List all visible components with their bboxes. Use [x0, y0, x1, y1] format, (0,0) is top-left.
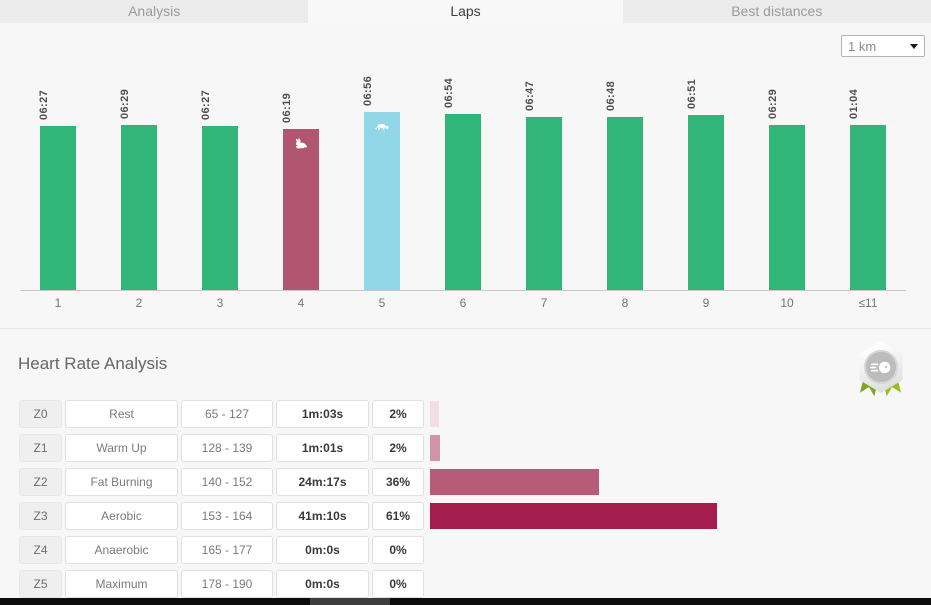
hr-zone-time: 0m:0s — [276, 570, 369, 598]
lap-time-label: 06:48 — [605, 80, 617, 111]
rabbit-icon-wrap — [293, 137, 308, 155]
lap-bar[interactable] — [40, 126, 76, 290]
hr-zone-bar — [430, 435, 440, 461]
lap-number-label: 6 — [459, 296, 467, 310]
hr-zone-name: Anaerobic — [65, 536, 178, 564]
lap-number-label: 8 — [621, 296, 629, 310]
lap-number-label: 7 — [540, 296, 548, 310]
lap-bar[interactable] — [850, 125, 886, 290]
hr-zone-range: 128 - 139 — [181, 434, 273, 462]
x-axis-line — [20, 290, 906, 291]
hr-zone-time: 0m:0s — [276, 536, 369, 564]
hr-zone-id: Z0 — [19, 400, 62, 428]
heart-rate-analysis-title: Heart Rate Analysis — [18, 354, 168, 373]
lap-bar[interactable] — [445, 114, 481, 290]
lap-time-label: 06:27 — [200, 89, 212, 120]
medal-circle-icon — [864, 350, 898, 384]
hr-zone-percent: 2% — [372, 434, 424, 462]
hr-zone-id: Z5 — [19, 570, 62, 598]
hr-zone-name: Aerobic — [65, 502, 178, 530]
lap-pace-chart: 06:27 1 06:29 2 06:27 3 06:19 4 06:56 5 06:54 6 06:4… — [20, 75, 906, 310]
lap-time-label: 06:47 — [524, 80, 536, 111]
lap-time-label: 06:29 — [767, 88, 779, 119]
turtle-icon — [374, 123, 389, 130]
turtle-icon-wrap — [374, 118, 389, 136]
hr-zone-id: Z2 — [19, 468, 62, 496]
hr-zone-row: Z1 Warm Up 128 - 139 1m:01s 2% — [0, 434, 931, 462]
tab-laps[interactable]: Laps — [311, 0, 620, 23]
hr-zone-name: Fat Burning — [65, 468, 178, 496]
bottom-scrollbar[interactable] — [0, 598, 931, 605]
tab-analysis[interactable]: Analysis — [0, 0, 309, 23]
hr-zone-time: 1m:01s — [276, 434, 369, 462]
distance-select-value: 1 km — [848, 38, 877, 54]
speed-medal-icon — [855, 341, 907, 399]
lap-number-label: 2 — [135, 296, 143, 310]
tab-bar: Analysis Laps Best distances — [0, 0, 931, 23]
lap-bar[interactable] — [283, 129, 319, 290]
section-divider — [0, 328, 931, 329]
lap-bar[interactable] — [364, 112, 400, 290]
lap-bar[interactable] — [121, 125, 157, 290]
lap-bar[interactable] — [202, 126, 238, 290]
hr-zone-time: 1m:03s — [276, 400, 369, 428]
rabbit-icon — [295, 138, 307, 149]
lap-bar[interactable] — [607, 117, 643, 290]
hr-zone-id: Z1 — [19, 434, 62, 462]
lap-number-label: 10 — [780, 296, 794, 310]
hr-zone-time: 24m:17s — [276, 468, 369, 496]
tab-best-distances[interactable]: Best distances — [622, 0, 931, 23]
hr-zone-id: Z4 — [19, 536, 62, 564]
lap-time-label: 06:51 — [686, 78, 698, 109]
chevron-down-icon — [910, 43, 918, 49]
hr-zone-percent: 2% — [372, 400, 424, 428]
lap-bar[interactable] — [769, 125, 805, 290]
lap-time-label: 06:56 — [362, 75, 374, 106]
hr-zone-row: Z4 Anaerobic 165 - 177 0m:0s 0% — [0, 536, 931, 564]
hr-zone-time: 41m:10s — [276, 502, 369, 530]
hr-zone-percent: 61% — [372, 502, 424, 530]
hr-zone-range: 178 - 190 — [181, 570, 273, 598]
lap-bar[interactable] — [688, 115, 724, 290]
hr-zone-percent: 36% — [372, 468, 424, 496]
hr-zone-range: 165 - 177 — [181, 536, 273, 564]
hr-zone-row: Z2 Fat Burning 140 - 152 24m:17s 36% — [0, 468, 931, 496]
hr-zone-row: Z5 Maximum 178 - 190 0m:0s 0% — [0, 570, 931, 598]
lap-number-label: 9 — [702, 296, 710, 310]
hr-zone-name: Maximum — [65, 570, 178, 598]
hr-zone-range: 65 - 127 — [181, 400, 273, 428]
hr-zone-range: 140 - 152 — [181, 468, 273, 496]
lap-time-label: 06:29 — [119, 88, 131, 119]
hr-zone-name: Warm Up — [65, 434, 178, 462]
distance-select[interactable]: 1 km — [841, 35, 925, 57]
hr-zone-bar — [430, 401, 439, 427]
bottom-scrollbar-thumb[interactable] — [310, 598, 390, 605]
lap-number-label: 4 — [297, 296, 305, 310]
lap-time-label: 01:04 — [848, 88, 860, 119]
speed-ball-icon — [870, 361, 891, 373]
hr-zone-name: Rest — [65, 400, 178, 428]
hr-zone-bar — [430, 503, 717, 529]
lap-time-label: 06:54 — [443, 77, 455, 108]
lap-number-label: 1 — [54, 296, 62, 310]
hr-zone-bar — [430, 469, 599, 495]
lap-bar[interactable] — [526, 117, 562, 290]
hr-zone-row: Z0 Rest 65 - 127 1m:03s 2% — [0, 400, 931, 428]
hr-zone-row: Z3 Aerobic 153 - 164 41m:10s 61% — [0, 502, 931, 530]
lap-number-label: 3 — [216, 296, 224, 310]
hr-zone-range: 153 - 164 — [181, 502, 273, 530]
hr-zone-percent: 0% — [372, 570, 424, 598]
lap-number-label: ≤11 — [858, 296, 878, 310]
lap-number-label: 5 — [378, 296, 386, 310]
lap-time-label: 06:27 — [38, 89, 50, 120]
lap-time-label: 06:19 — [281, 92, 293, 123]
hr-zone-id: Z3 — [19, 502, 62, 530]
hr-zone-percent: 0% — [372, 536, 424, 564]
